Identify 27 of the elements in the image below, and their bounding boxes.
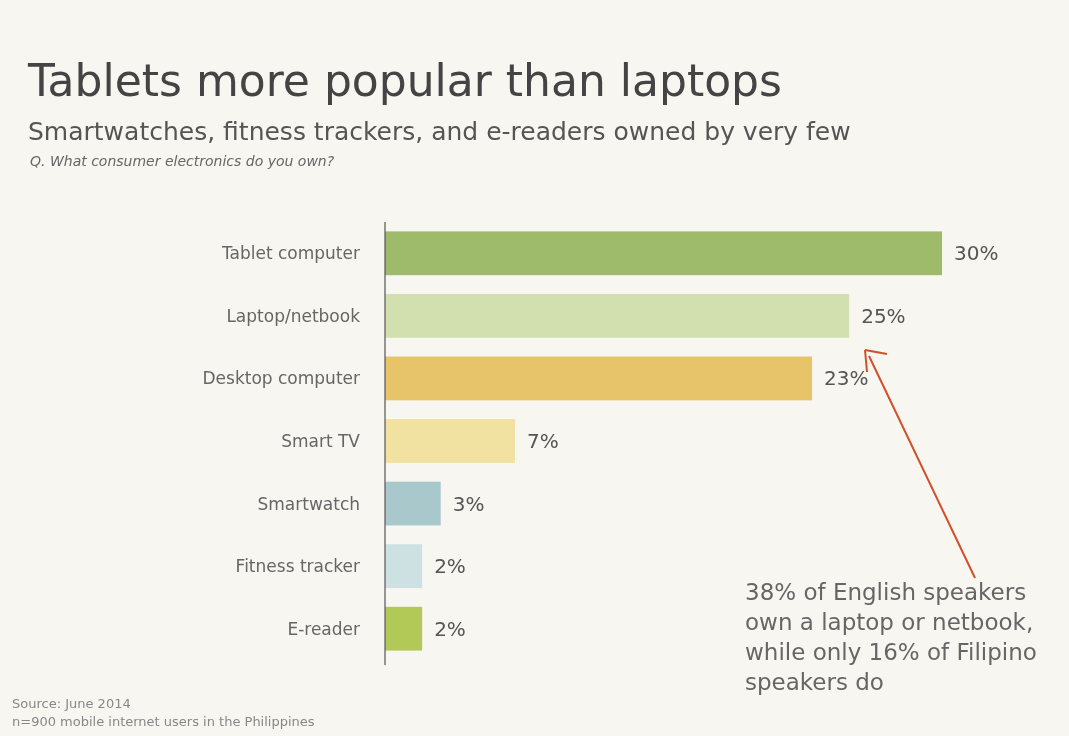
bar — [385, 481, 441, 526]
bar — [385, 544, 423, 589]
data-label: 23% — [824, 366, 869, 391]
data-label: 7% — [526, 429, 559, 453]
chart-subtitle: Smartwatches, fitness trackers, and e-readers owned by very few — [28, 117, 851, 146]
bar — [385, 293, 850, 338]
data-label: 25% — [861, 303, 906, 328]
bar — [385, 419, 515, 463]
data-label: 2% — [434, 616, 466, 641]
y-tick-label: Smart TV — [281, 430, 361, 451]
annotation: 38% of English speakers own a laptop or netbook, while only 16% of Filipino speakers do — [745, 579, 1037, 695]
y-tick-label: Smartwatch — [257, 493, 360, 514]
bar — [385, 606, 423, 651]
y-tick-label: E-reader — [287, 618, 361, 639]
y-tick-label: Tablet computer — [220, 243, 360, 264]
source-note: Source: June 2014 — [12, 696, 131, 711]
chart-title: Tablets more popular than laptops — [27, 55, 782, 106]
y-tick-label: Desktop computer — [202, 368, 361, 389]
bar — [385, 356, 813, 401]
bar — [385, 231, 942, 276]
y-tick-label: Laptop/netbook — [226, 305, 361, 326]
text: Q. What consumer electronics do you own? — [30, 153, 335, 169]
data-label: 2% — [434, 554, 466, 579]
data-label: 3% — [452, 491, 485, 516]
data-label: 30% — [954, 241, 999, 266]
text: n=900 mobile internet users in the Philippines — [12, 714, 315, 729]
y-tick-label: Fitness tracker — [235, 556, 361, 577]
